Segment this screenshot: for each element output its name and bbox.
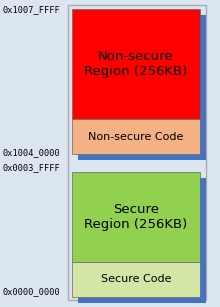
Text: 0x1004_0000: 0x1004_0000 [2,149,60,157]
Text: 0x0000_0000: 0x0000_0000 [2,287,60,297]
Text: Secure
Region (256KB): Secure Region (256KB) [84,203,188,231]
Bar [68,5,206,300]
Bar [72,172,200,262]
Text: Non-secure
Region (256KB): Non-secure Region (256KB) [84,50,188,78]
Text: 0x1007_FFFF: 0x1007_FFFF [2,6,60,14]
Bar [78,178,206,303]
Bar [72,9,200,119]
Text: Secure Code: Secure Code [101,274,171,285]
Bar [72,119,200,154]
Bar [78,15,206,160]
Text: 0x0003_FFFF: 0x0003_FFFF [2,164,60,173]
Text: Non-secure Code: Non-secure Code [88,131,184,142]
Bar [72,262,200,297]
